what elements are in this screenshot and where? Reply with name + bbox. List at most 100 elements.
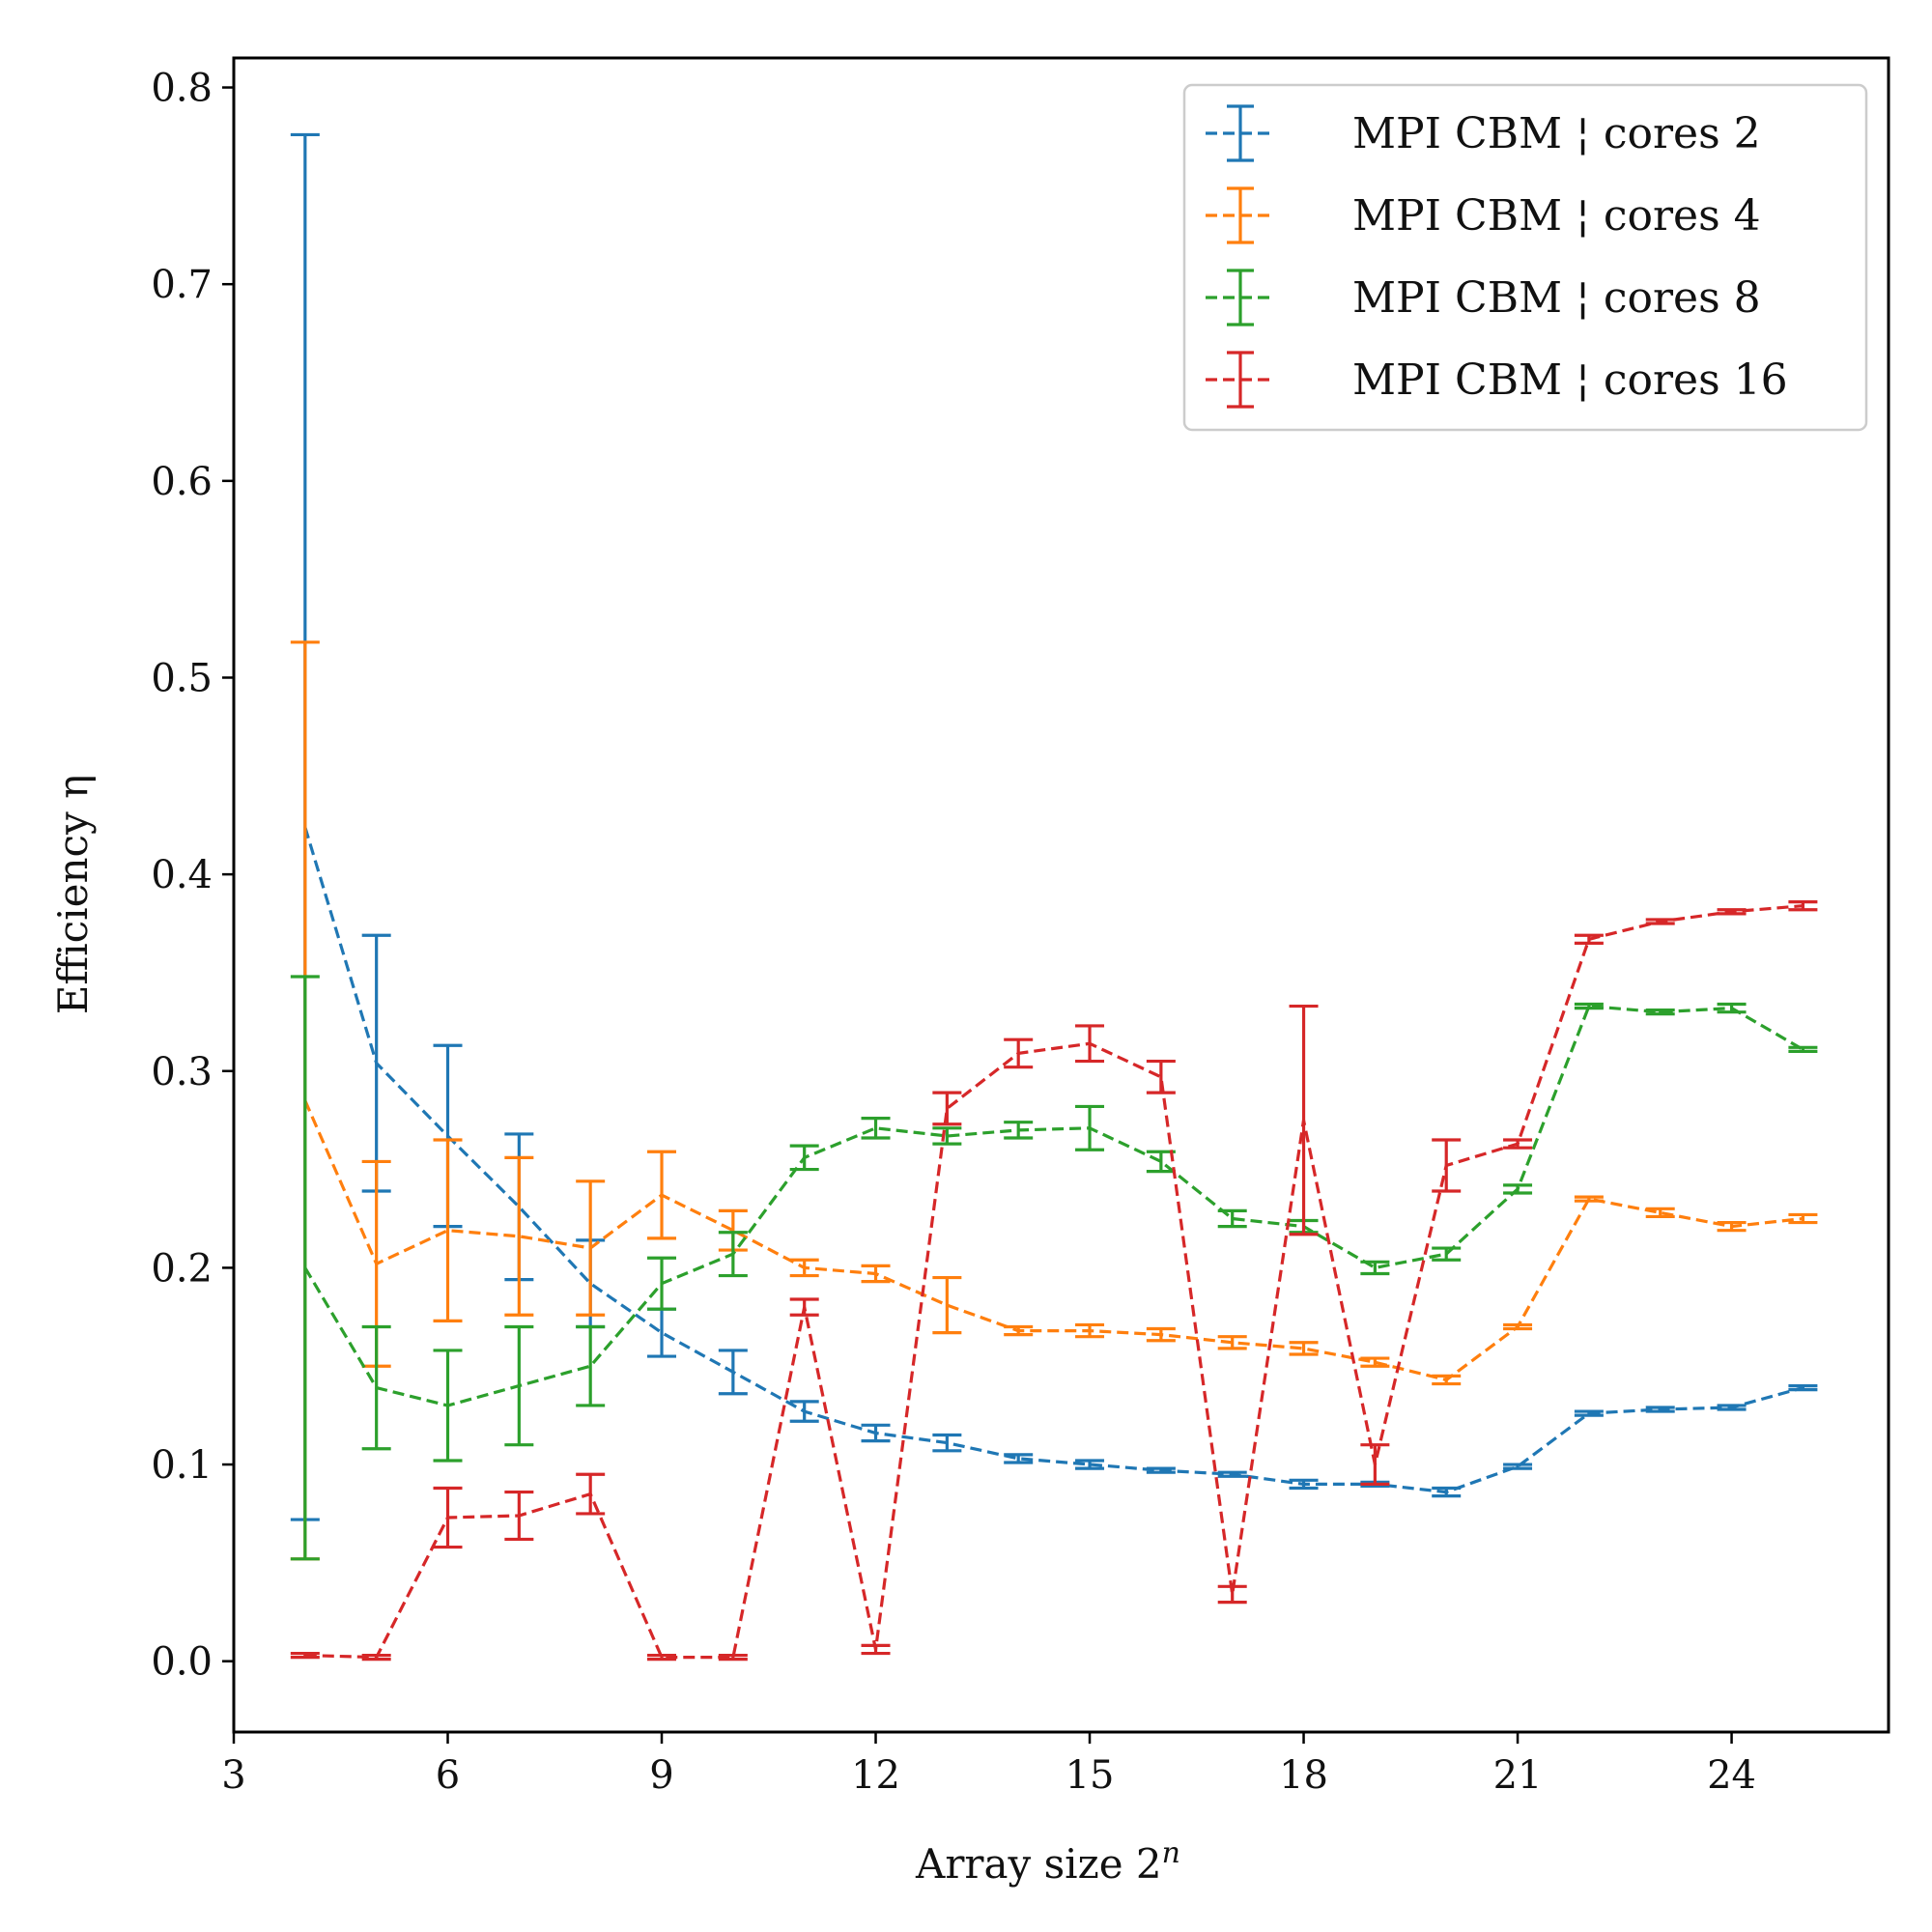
legend-entry: MPI CBM ¦ cores 16: [1206, 351, 1788, 409]
series-line: [304, 904, 1804, 1660]
error-bar: [1503, 1138, 1533, 1150]
error-bar: [647, 1653, 677, 1662]
y-tick-label: 0.5: [151, 656, 213, 700]
error-bar: [932, 1433, 962, 1453]
error-bar: [1217, 1470, 1247, 1478]
error-bar: [1004, 1324, 1034, 1337]
error-bar: [1217, 1208, 1247, 1229]
legend-label: MPI CBM ¦ cores 4: [1352, 191, 1761, 241]
y-tick-label: 0.4: [151, 853, 213, 897]
error-bar: [1503, 1463, 1533, 1470]
error-bar: [504, 1490, 534, 1542]
error-bar: [1432, 1138, 1462, 1193]
x-tick-label: 15: [1065, 1753, 1115, 1798]
error-bar: [1146, 1059, 1176, 1094]
x-axis-title-text: Array size 2: [915, 1840, 1162, 1888]
error-bar: [1717, 1404, 1747, 1411]
error-bar: [1788, 900, 1818, 912]
error-bar: [789, 1258, 819, 1278]
error-bar: [361, 1324, 391, 1451]
x-tick-label: 24: [1707, 1753, 1756, 1798]
y-tick-label: 0.1: [151, 1443, 213, 1488]
y-axis-title: Efficiency η: [49, 775, 97, 1015]
series-line: [303, 1004, 1804, 1407]
error-bar: [718, 1231, 748, 1278]
error-bar: [1645, 1009, 1675, 1016]
error-bar: [1146, 1326, 1176, 1343]
legend-label: MPI CBM ¦ cores 16: [1352, 355, 1788, 405]
axes: 3 6 9 12 15 18 21 24 0.0 0.1 0.2 0.3 0.4 0.5 0.6 0.7 0.8: [151, 67, 1756, 1798]
x-tick-label: 12: [851, 1753, 900, 1798]
error-bar: [576, 1324, 606, 1407]
legend-entry: MPI CBM ¦ cores 2: [1206, 104, 1761, 162]
error-bar: [647, 1307, 677, 1358]
error-bar: [1360, 1443, 1390, 1487]
error-bar: [1217, 1335, 1247, 1350]
x-tick-label: 18: [1279, 1753, 1328, 1798]
y-tick-label: 0.2: [151, 1246, 213, 1291]
legend-entry: MPI CBM ¦ cores 8: [1206, 269, 1761, 327]
x-tick-label: 21: [1493, 1753, 1543, 1798]
plot-area-border: [232, 56, 1890, 1734]
error-bar: [1432, 1246, 1462, 1262]
x-tick-label: 6: [436, 1753, 460, 1798]
error-bar: [504, 1324, 534, 1447]
error-bar: [1788, 1383, 1818, 1392]
legend: MPI CBM ¦ cores 2 MPI CBM ¦ cores 4 MPI CB…: [1182, 83, 1868, 432]
series-4: [290, 900, 1818, 1662]
y-tick-label: 0.8: [151, 67, 213, 111]
error-bar: [1432, 1486, 1462, 1498]
error-bar: [576, 1472, 606, 1516]
legend-label: MPI CBM ¦ cores 8: [1352, 273, 1761, 323]
error-bar: [1217, 1584, 1247, 1605]
error-bar: [932, 1091, 962, 1126]
error-bar: [861, 1423, 891, 1443]
error-bar: [1075, 1104, 1105, 1151]
error-bar: [1289, 1478, 1319, 1491]
series-3: [290, 975, 1818, 1561]
error-bar: [290, 975, 320, 1561]
error-bar: [1645, 1207, 1675, 1219]
series-group: [290, 132, 1818, 1662]
y-tick-label: 0.7: [151, 263, 213, 307]
error-bar: [1360, 1260, 1390, 1276]
error-bar: [1289, 1004, 1319, 1236]
error-bar: [361, 933, 391, 1193]
x-tick-label: 9: [649, 1753, 673, 1798]
legend-entry: MPI CBM ¦ cores 4: [1206, 186, 1761, 244]
y-tick-label: 0.3: [151, 1050, 213, 1094]
error-bar: [718, 1653, 748, 1662]
error-bar: [1289, 1341, 1319, 1356]
error-bar: [1717, 1220, 1747, 1233]
error-bar: [1004, 1037, 1034, 1069]
error-bar: [1004, 1121, 1034, 1140]
legend-frame: [1182, 83, 1868, 432]
error-bar: [290, 1651, 320, 1660]
error-bar: [1075, 1459, 1105, 1470]
error-bar: [1574, 1409, 1604, 1417]
error-bar: [1717, 1002, 1747, 1014]
error-bar: [1574, 933, 1604, 945]
error-bar: [433, 1486, 463, 1549]
error-bar: [932, 1275, 962, 1335]
x-axis-title-superscript: n: [1162, 1836, 1180, 1870]
plot-frame: [232, 56, 1890, 1734]
x-axis-title: Array size 2n: [915, 1836, 1180, 1888]
error-bar: [1645, 918, 1675, 925]
error-bar: [1788, 1045, 1818, 1053]
error-bar: [932, 1126, 962, 1146]
error-bar: [361, 1653, 391, 1662]
error-bar: [861, 1264, 891, 1284]
error-bar: [789, 1144, 819, 1172]
error-bar: [1574, 1002, 1604, 1010]
error-bar: [1574, 1195, 1604, 1203]
error-bar: [576, 1179, 606, 1317]
y-tick-label: 0.6: [151, 460, 213, 504]
error-bar: [1645, 1406, 1675, 1413]
error-bar: [433, 1138, 463, 1322]
error-bar: [1503, 1183, 1533, 1195]
error-bar: [861, 1643, 891, 1656]
error-bar: [1146, 1466, 1176, 1474]
error-bar: [1075, 1322, 1105, 1339]
